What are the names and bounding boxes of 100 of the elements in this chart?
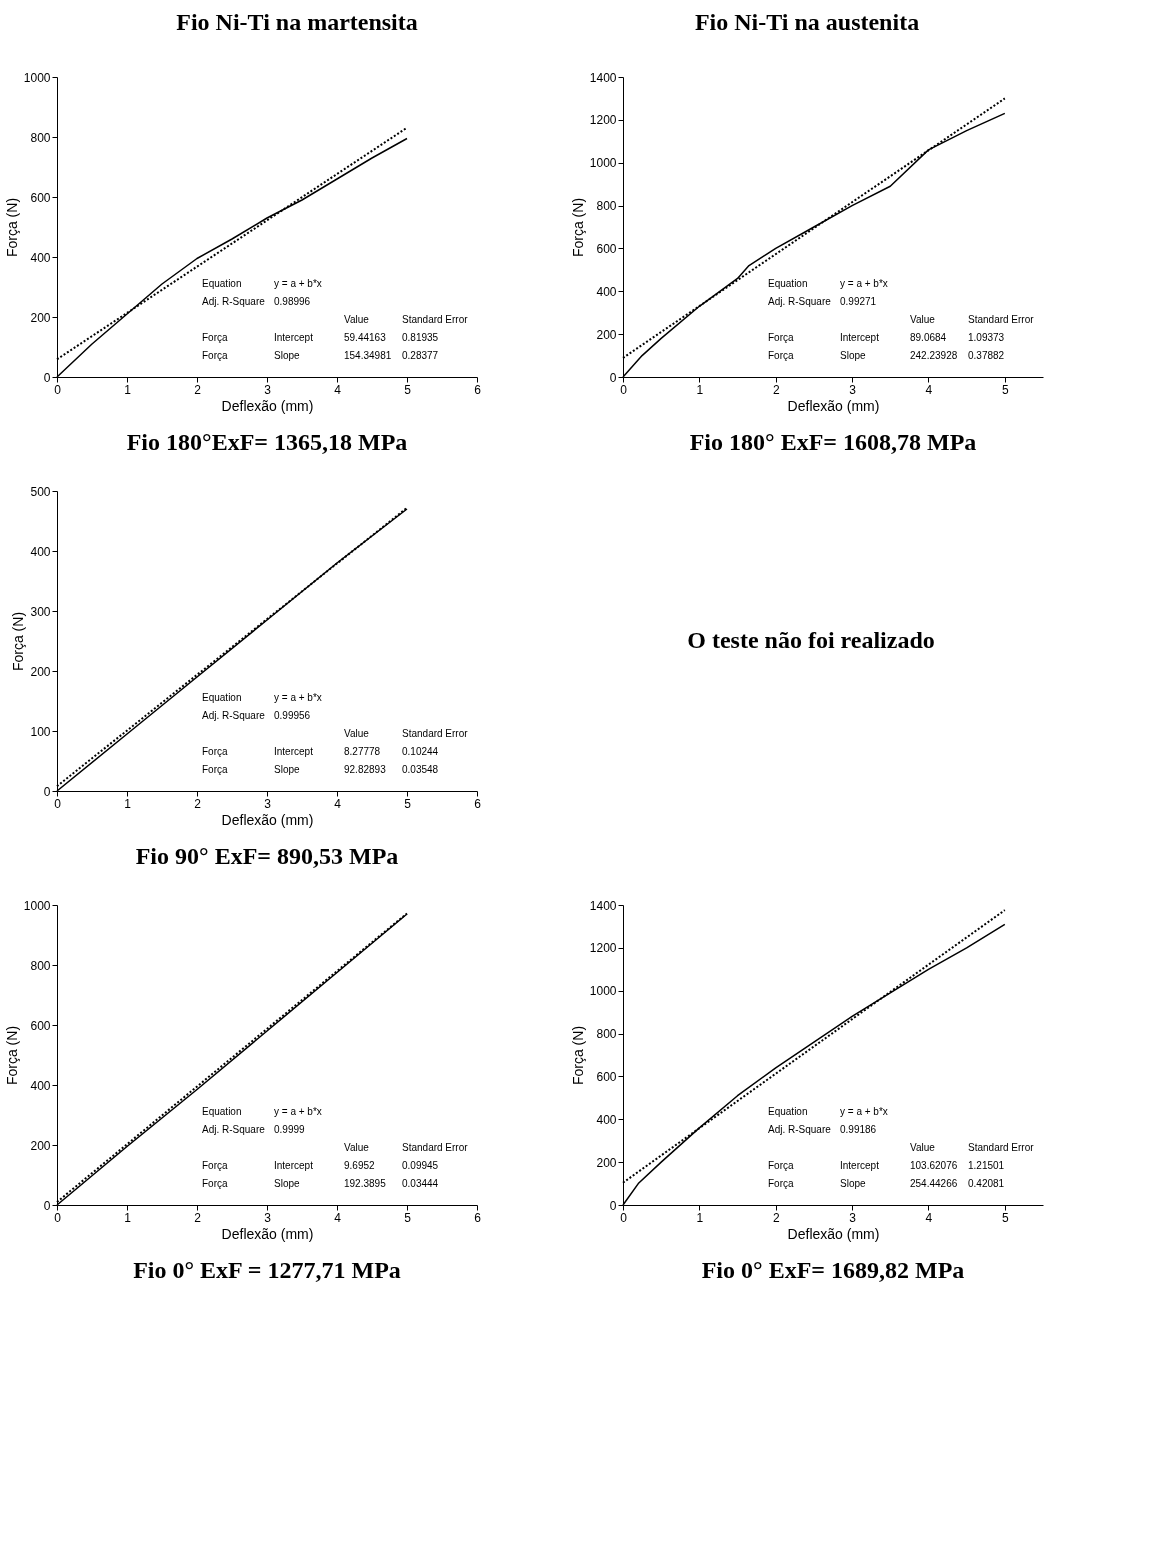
annotation: Value [344,728,370,739]
y-tick-label: 400 [30,1078,51,1093]
annotation: Standard Error [968,1142,1035,1153]
annotation: Equation [202,692,242,703]
x-tick-label: 6 [474,1210,482,1225]
annotation: Força [768,332,794,343]
annotation: y = a + b*x [840,278,888,289]
annotation: Força [768,1178,794,1189]
annotation: 154.34981 [344,350,392,361]
y-tick-label: 300 [30,604,51,619]
annotation: Adj. R-Square [768,1124,832,1135]
annotation: Slope [274,1178,301,1189]
annotation: Intercept [840,332,880,343]
annotation: 254.44266 [910,1178,958,1189]
x-tick-label: 1 [124,382,132,397]
y-tick-label: 500 [30,484,51,499]
x-tick-label: 4 [334,796,342,811]
y-tick-label: 200 [30,664,51,679]
annotation: Value [910,1142,936,1153]
y-tick-label: 400 [596,284,617,299]
y-tick-label: 0 [43,370,51,385]
x-tick-label: 0 [620,382,628,397]
text: Fio 0° ExF = 1277,71 MPa [133,1257,401,1283]
annotation: Força [202,332,228,343]
x-tick-label: 2 [772,1210,780,1225]
annotation: 8.27778 [344,746,381,757]
x-tick-label: 2 [194,796,202,811]
annotation: Força [202,1160,228,1171]
annotation: Equation [202,278,242,289]
y-tick-label: 0 [43,1198,51,1213]
x-tick-label: 4 [925,1210,933,1225]
annotation: Força [768,1160,794,1171]
x-tick-label: 5 [404,382,412,397]
x-tick-label: 0 [54,1210,62,1225]
y-tick-label: 1200 [589,941,617,956]
y-tick-label: 1000 [589,156,617,171]
y-tick-label: 1400 [589,898,617,913]
y-axis-title: Força (N) [569,197,586,258]
annotation: Adj. R-Square [768,296,832,307]
annotation: 0.99956 [274,710,311,721]
x-tick-label: 0 [54,382,62,397]
y-tick-label: 400 [30,250,51,265]
x-tick-label: 2 [194,1210,202,1225]
annotation: Adj. R-Square [202,710,266,721]
annotation: y = a + b*x [840,1106,888,1117]
annotation: 0.99271 [840,296,877,307]
annotation: 0.28377 [402,350,439,361]
x-tick-label: 3 [264,382,272,397]
text: Fio Ni-Ti na martensita [176,9,418,35]
annotation: Força [202,746,228,757]
annotation: 1.21501 [968,1160,1005,1171]
annotation: Equation [768,278,808,289]
y-tick-label: 600 [30,1018,51,1033]
annotation: y = a + b*x [274,1106,322,1117]
y-tick-label: 0 [43,784,51,799]
text: Fio 180°ExF= 1365,18 MPa [126,429,408,455]
annotation: Value [344,314,370,325]
x-tick-label: 0 [54,796,62,811]
x-tick-label: 5 [404,1210,412,1225]
x-tick-label: 3 [264,796,272,811]
annotation: Intercept [274,1160,314,1171]
annotation: Value [910,314,936,325]
y-tick-label: 1000 [23,70,51,85]
annotation: Intercept [840,1160,880,1171]
y-tick-label: 400 [596,1112,617,1127]
x-axis-title: Deflexão (mm) [221,1225,314,1242]
annotation: 59.44163 [344,332,387,343]
annotation: Adj. R-Square [202,296,266,307]
annotation: y = a + b*x [274,692,322,703]
x-axis-title: Deflexão (mm) [787,1225,880,1242]
y-tick-label: 800 [596,199,617,214]
text: Fio 180° ExF= 1608,78 MPa [689,429,977,455]
annotation: Equation [202,1106,242,1117]
annotation: Standard Error [402,1142,469,1153]
y-tick-label: 600 [596,1069,617,1084]
annotation: 0.09945 [402,1160,439,1171]
annotation: Slope [274,764,301,775]
annotation: 0.81935 [402,332,439,343]
x-tick-label: 6 [474,382,482,397]
y-tick-label: 200 [30,1138,51,1153]
annotation: Força [202,1178,228,1189]
x-tick-label: 4 [334,382,342,397]
annotation: Intercept [274,332,314,343]
x-tick-label: 1 [696,382,704,397]
annotation: Standard Error [968,314,1035,325]
annotation: 0.9999 [274,1124,306,1135]
x-tick-label: 3 [849,382,857,397]
annotation: Força [202,764,228,775]
annotation: 0.42081 [968,1178,1005,1189]
text: Fio 0° ExF= 1689,82 MPa [701,1257,965,1283]
y-tick-label: 1200 [589,113,617,128]
y-axis-title: Força (N) [10,611,27,672]
y-tick-label: 200 [30,310,51,325]
annotation: Value [344,1142,370,1153]
text: O teste não foi realizado [687,627,935,653]
y-tick-label: 600 [30,190,51,205]
annotation: 0.98996 [274,296,311,307]
x-tick-label: 5 [404,796,412,811]
annotation: Força [202,350,228,361]
x-tick-label: 5 [1001,382,1009,397]
